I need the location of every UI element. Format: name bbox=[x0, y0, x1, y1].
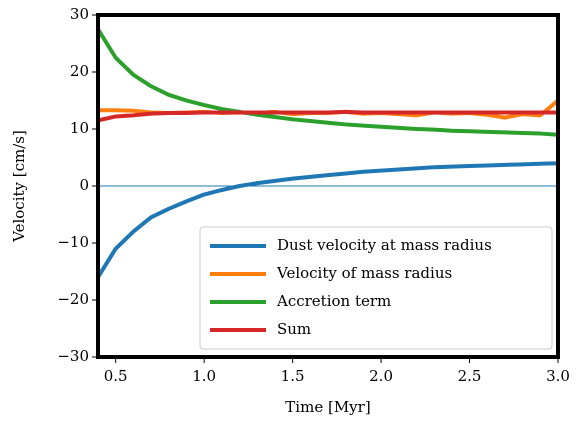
x-tick-label: 2.5 bbox=[458, 367, 482, 385]
y-axis-label: Velocity [cm/s] bbox=[10, 130, 28, 243]
legend-label: Velocity of mass radius bbox=[276, 264, 452, 282]
x-tick-label: 3.0 bbox=[546, 367, 570, 385]
x-axis-label: Time [Myr] bbox=[285, 398, 370, 416]
y-tick-label: 10 bbox=[70, 119, 89, 137]
series-line bbox=[98, 28, 558, 137]
plot-frame bbox=[96, 13, 560, 359]
x-tick-label: 1.0 bbox=[192, 367, 216, 385]
y-tick-label: −30 bbox=[57, 347, 89, 365]
series-line bbox=[98, 161, 558, 279]
y-tick-label: 30 bbox=[70, 5, 89, 23]
y-tick-label: 0 bbox=[79, 176, 89, 194]
x-tick-label: 0.5 bbox=[104, 367, 128, 385]
y-tick-label: 20 bbox=[70, 62, 89, 80]
x-tick-label: 1.5 bbox=[281, 367, 305, 385]
y-tick-label: −20 bbox=[57, 290, 89, 308]
legend-label: Accretion term bbox=[276, 292, 391, 310]
y-tick-label: −10 bbox=[57, 233, 89, 251]
legend-label: Sum bbox=[277, 320, 311, 338]
legend-label: Dust velocity at mass radius bbox=[277, 236, 492, 254]
legend-box bbox=[199, 226, 553, 350]
x-tick-label: 2.0 bbox=[369, 367, 393, 385]
series-line bbox=[98, 109, 558, 123]
plot-area bbox=[98, 28, 558, 279]
